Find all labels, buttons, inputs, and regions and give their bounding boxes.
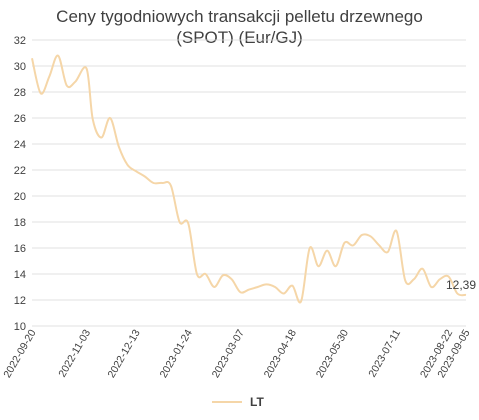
y-tick-label: 28 [14,87,26,99]
y-axis-ticks: 10 12 14 16 18 20 22 24 26 28 30 32 [14,35,26,333]
y-tick-label: 22 [14,165,26,177]
x-tick-label: 2022-11-03 [56,327,93,379]
y-tick-label: 24 [14,139,26,151]
chart-title-line1: Ceny tygodniowych transakcji pelletu drz… [56,7,423,26]
data-label: 12,39 [446,278,476,292]
y-tick-label: 16 [14,243,26,255]
x-axis-ticks: 2022-09-20 2022-11-03 2022-12-13 2023-01-24… [1,327,472,380]
series-line-lt [31,54,467,304]
grid-lines [32,39,466,327]
y-tick-label: 18 [14,217,26,229]
x-tick-label: 2023-07-11 [366,327,403,379]
chart-title: Ceny tygodniowych transakcji pelletu drz… [0,6,479,48]
x-tick-label: 2023-03-07 [210,327,247,380]
y-tick-label: 30 [14,61,26,73]
legend: LT [212,395,264,409]
y-tick-label: 10 [14,321,26,333]
chart-title-line2: (SPOT) (Eur/GJ) [176,28,303,47]
legend-label: LT [250,395,264,409]
x-tick-label: 2022-12-13 [106,327,143,380]
x-tick-label: 2023-04-18 [262,327,299,380]
y-tick-label: 12 [14,295,26,307]
y-tick-label: 26 [14,113,26,125]
data-labels: 12,39 [446,278,476,292]
y-tick-label: 20 [14,191,26,203]
x-tick-label: 2023-05-30 [314,327,351,380]
x-tick-label: 2023-01-24 [158,327,195,380]
y-tick-label: 32 [14,35,26,47]
y-tick-label: 14 [14,269,26,281]
series-layer [31,54,467,304]
x-tick-label: 2022-09-20 [1,327,38,380]
